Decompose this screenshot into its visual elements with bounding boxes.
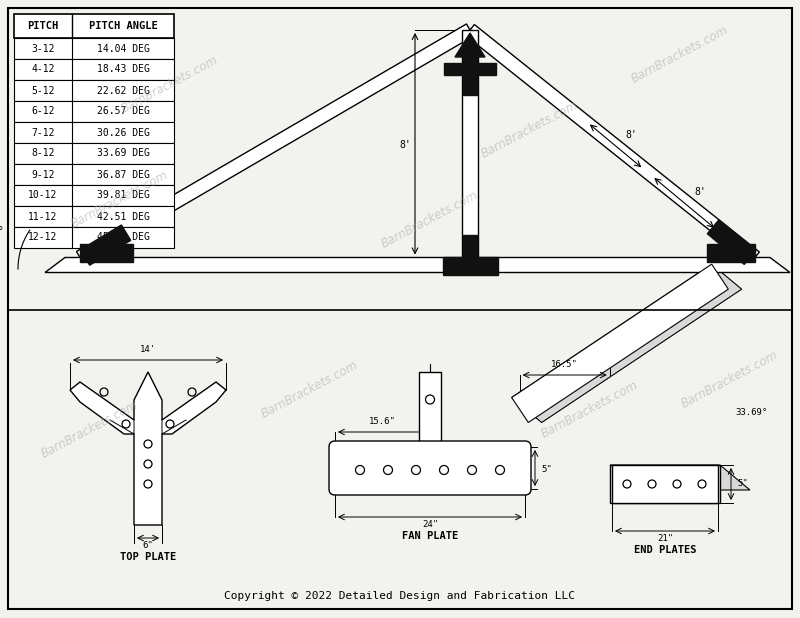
Text: BarnBrackets.com: BarnBrackets.com: [70, 169, 170, 231]
FancyBboxPatch shape: [14, 38, 174, 59]
Text: 6": 6": [142, 541, 154, 550]
Polygon shape: [77, 24, 474, 263]
FancyBboxPatch shape: [444, 63, 496, 75]
Polygon shape: [610, 465, 720, 503]
Text: 42.51 DEG: 42.51 DEG: [97, 211, 150, 221]
Polygon shape: [707, 220, 756, 265]
Text: 39.81 DEG: 39.81 DEG: [97, 190, 150, 200]
Text: 45.00 DEG: 45.00 DEG: [97, 232, 150, 242]
FancyBboxPatch shape: [463, 234, 477, 256]
Text: °: °: [0, 226, 4, 236]
FancyBboxPatch shape: [14, 59, 174, 80]
Text: BarnBrackets.com: BarnBrackets.com: [39, 399, 141, 461]
Polygon shape: [80, 243, 133, 261]
Text: BarnBrackets.com: BarnBrackets.com: [539, 379, 641, 441]
FancyBboxPatch shape: [14, 14, 174, 38]
Text: 4-12: 4-12: [31, 64, 54, 75]
FancyBboxPatch shape: [14, 164, 174, 185]
FancyBboxPatch shape: [14, 101, 174, 122]
Polygon shape: [455, 33, 485, 57]
Text: 15.6": 15.6": [369, 417, 396, 426]
FancyBboxPatch shape: [612, 465, 718, 503]
Text: 11-12: 11-12: [28, 211, 58, 221]
Text: PITCH: PITCH: [27, 21, 58, 31]
Polygon shape: [610, 465, 750, 490]
Text: 8': 8': [626, 130, 638, 140]
FancyBboxPatch shape: [419, 372, 441, 447]
Text: 30.26 DEG: 30.26 DEG: [97, 127, 150, 137]
Polygon shape: [707, 243, 755, 261]
Text: BarnBrackets.com: BarnBrackets.com: [479, 99, 581, 161]
FancyBboxPatch shape: [462, 30, 478, 258]
Polygon shape: [45, 258, 790, 273]
Polygon shape: [70, 372, 226, 525]
Polygon shape: [512, 264, 742, 423]
Text: 36.87 DEG: 36.87 DEG: [97, 169, 150, 179]
Text: 7-12: 7-12: [31, 127, 54, 137]
Polygon shape: [512, 264, 728, 423]
Text: 8-12: 8-12: [31, 148, 54, 158]
Text: BarnBrackets.com: BarnBrackets.com: [119, 54, 221, 116]
Text: 10-12: 10-12: [28, 190, 58, 200]
Text: 22.62 DEG: 22.62 DEG: [97, 85, 150, 96]
Text: 6-12: 6-12: [31, 106, 54, 117]
Text: END PLATES: END PLATES: [634, 545, 696, 555]
Text: 9-12: 9-12: [31, 169, 54, 179]
Polygon shape: [80, 225, 130, 265]
Text: BarnBrackets.com: BarnBrackets.com: [259, 359, 361, 421]
Text: 12-12: 12-12: [28, 232, 58, 242]
Text: 5-12: 5-12: [31, 85, 54, 96]
Text: 33.69°: 33.69°: [735, 408, 767, 417]
Text: 8': 8': [399, 140, 411, 150]
Text: Copyright © 2022 Detailed Design and Fabrication LLC: Copyright © 2022 Detailed Design and Fab…: [225, 591, 575, 601]
Text: 18.43 DEG: 18.43 DEG: [97, 64, 150, 75]
Text: BarnBrackets.com: BarnBrackets.com: [679, 349, 781, 411]
Text: 5": 5": [541, 465, 552, 475]
FancyBboxPatch shape: [14, 80, 174, 101]
FancyBboxPatch shape: [14, 206, 174, 227]
Text: 5": 5": [737, 480, 748, 488]
FancyBboxPatch shape: [14, 143, 174, 164]
Text: 21": 21": [657, 534, 673, 543]
FancyBboxPatch shape: [329, 441, 531, 495]
FancyBboxPatch shape: [463, 83, 477, 95]
Text: TOP PLATE: TOP PLATE: [120, 552, 176, 562]
Text: PITCH ANGLE: PITCH ANGLE: [89, 21, 158, 31]
FancyBboxPatch shape: [14, 227, 174, 248]
Text: BarnBrackets.com: BarnBrackets.com: [630, 24, 730, 86]
FancyBboxPatch shape: [442, 256, 498, 274]
Text: 3-12: 3-12: [31, 43, 54, 54]
Text: 14': 14': [140, 345, 156, 354]
Text: 8': 8': [694, 187, 706, 197]
FancyBboxPatch shape: [14, 122, 174, 143]
Text: 26.57 DEG: 26.57 DEG: [97, 106, 150, 117]
Text: 16.5": 16.5": [551, 360, 578, 369]
Text: 14.04 DEG: 14.04 DEG: [97, 43, 150, 54]
Text: 33.69 DEG: 33.69 DEG: [97, 148, 150, 158]
FancyBboxPatch shape: [14, 185, 174, 206]
FancyBboxPatch shape: [463, 53, 477, 83]
Polygon shape: [466, 25, 759, 263]
Text: BarnBrackets.com: BarnBrackets.com: [379, 189, 481, 251]
Text: 24": 24": [422, 520, 438, 529]
Text: FAN PLATE: FAN PLATE: [402, 531, 458, 541]
